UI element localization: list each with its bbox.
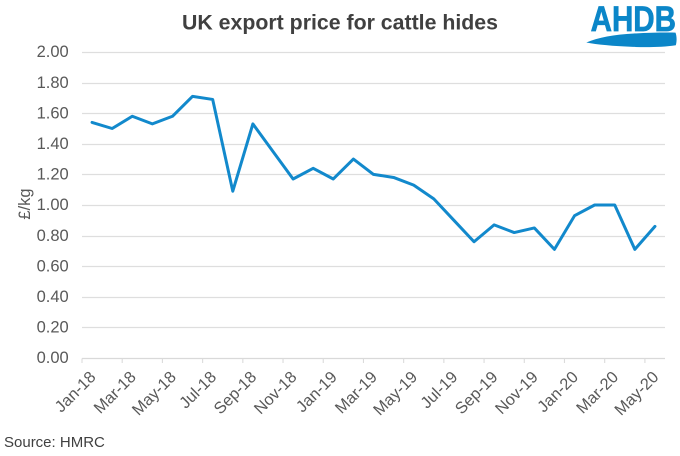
svg-text:Sep-19: Sep-19	[452, 368, 502, 418]
svg-text:Jan-19: Jan-19	[293, 368, 341, 416]
svg-text:0.80: 0.80	[37, 227, 69, 245]
svg-text:Sep-18: Sep-18	[210, 368, 260, 418]
svg-text:Nov-19: Nov-19	[492, 368, 542, 418]
svg-text:May-19: May-19	[370, 368, 421, 419]
svg-text:1.80: 1.80	[37, 74, 69, 92]
svg-text:0.60: 0.60	[37, 257, 69, 275]
svg-text:Nov-18: Nov-18	[251, 368, 301, 418]
svg-text:1.20: 1.20	[37, 166, 69, 184]
svg-text:£/kg: £/kg	[16, 188, 34, 219]
svg-text:1.40: 1.40	[37, 135, 69, 153]
svg-text:Source: HMRC: Source: HMRC	[4, 434, 105, 451]
svg-text:2.00: 2.00	[37, 43, 69, 61]
svg-text:UK export price for cattle hid: UK export price for cattle hides	[182, 10, 498, 34]
svg-text:0.20: 0.20	[37, 319, 69, 337]
svg-text:Jan-18: Jan-18	[52, 368, 100, 416]
svg-text:0.00: 0.00	[37, 349, 69, 367]
svg-text:Jan-20: Jan-20	[534, 368, 582, 416]
svg-text:May-20: May-20	[611, 368, 662, 419]
svg-text:1.60: 1.60	[37, 104, 69, 122]
svg-text:0.40: 0.40	[37, 288, 69, 306]
svg-text:1.00: 1.00	[37, 196, 69, 214]
svg-text:May-18: May-18	[129, 368, 180, 419]
